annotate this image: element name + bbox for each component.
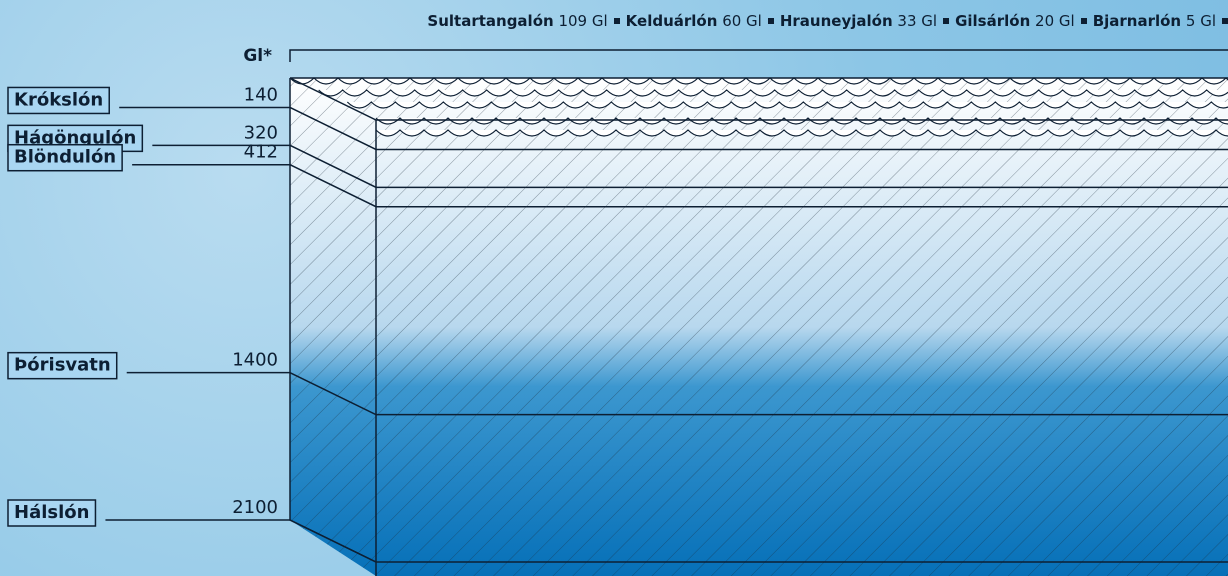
reservoir-label: Blöndulón [8,145,122,171]
value-label: 412 [244,142,278,163]
separator [768,18,774,24]
separator [943,18,949,24]
reservoir-volume: 33 Gl [897,12,937,30]
reservoir-entry: Bjarnarlón 5 Gl [1093,12,1216,30]
reservoir-label: Hálslón [8,500,95,526]
reservoir-volume: 5 Gl [1186,12,1216,30]
separator [1222,18,1228,24]
reservoir-name: Gilsárlón [955,12,1030,30]
reservoir-name: Bjarnarlón [1093,12,1181,30]
value-label: 140 [244,84,278,105]
reservoir-name: Krókslón [14,89,103,110]
axis-label: Gl* [243,46,272,66]
reservoir-entry: Kelduárlón 60 Gl [626,12,762,30]
reservoir-name: Sultartangalón [427,12,553,30]
reservoir-label: Þórisvatn [8,353,117,379]
reservoir-volume: 20 Gl [1035,12,1075,30]
reservoir-volume: 109 Gl [558,12,607,30]
reservoir-entry: Hrauneyjalón 33 Gl [780,12,937,30]
reservoir-name: Hrauneyjalón [780,12,893,30]
axis-bracket [290,50,1228,62]
value-label: 320 [244,122,278,143]
separator [1081,18,1087,24]
reservoir-name: Hálslón [14,502,89,523]
reservoir-volume: 60 Gl [722,12,762,30]
reservoir-name: Kelduárlón [626,12,718,30]
value-label: 2100 [232,497,278,518]
reservoir-label: Krókslón [8,87,109,113]
other-reservoirs: Sultartangalón 109 Gl Kelduárlón 60 Gl Hra… [427,12,1228,30]
separator [614,18,620,24]
reservoir-name: Þórisvatn [14,355,111,376]
hatching [290,78,1228,576]
chart: Gl* Krókslón140Hágöngulón320Blöndulón412… [0,0,1228,576]
value-label: 1400 [232,350,278,371]
reservoir-name: Blöndulón [14,147,116,168]
page: Gl* Krókslón140Hágöngulón320Blöndulón412… [0,0,1228,576]
reservoir-entry: Gilsárlón 20 Gl [955,12,1075,30]
reservoir-entry: Sultartangalón 109 Gl [427,12,607,30]
